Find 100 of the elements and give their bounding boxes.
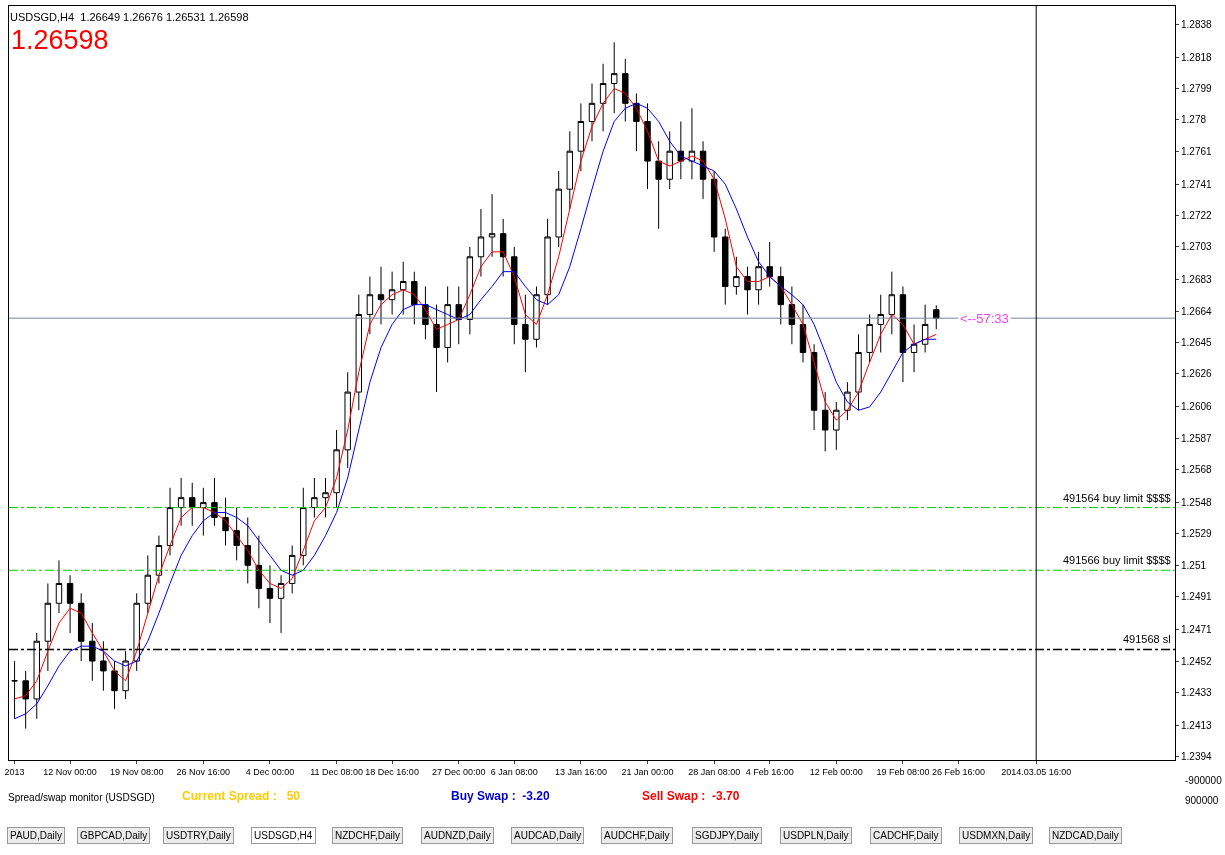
candlestick	[300, 487, 307, 566]
text: NZDCHF,Daily	[335, 830, 400, 841]
text: AUDCAD,Daily	[514, 830, 582, 841]
text: USDTRY,Daily	[166, 830, 231, 841]
y-tick-label: 1.2664	[1181, 305, 1213, 317]
candlestick	[66, 574, 74, 634]
y-tick-label: 1.2529	[1181, 528, 1213, 540]
candlestick	[233, 507, 240, 561]
candlestick	[277, 574, 285, 634]
candlestick	[666, 130, 673, 190]
text: Buy Swap : -3.20	[451, 789, 551, 803]
candlestick	[11, 660, 18, 720]
candlestick	[710, 170, 718, 253]
y-tick-label: 1.2799	[1181, 82, 1213, 94]
x-tick-label: 12 Nov 00:00	[43, 766, 97, 777]
candlestick	[444, 285, 451, 363]
y-tick-label: 1.2568	[1181, 464, 1213, 476]
candlestick	[222, 497, 229, 547]
candlestick	[377, 266, 385, 325]
candlestick	[488, 193, 496, 258]
ref-line-label: 491568 sl	[1123, 633, 1171, 645]
y-tick-label: 1.2626	[1181, 368, 1213, 380]
y-tick-label: 1.2471	[1181, 624, 1213, 636]
candlestick	[799, 304, 807, 363]
candlestick	[244, 516, 251, 584]
y-tick-label: 1.2683	[1181, 274, 1213, 286]
text: GBPCAD,Daily	[80, 830, 148, 841]
candlestick	[477, 208, 485, 278]
candlestick	[644, 102, 651, 190]
candlestick	[355, 294, 363, 411]
candlestick	[588, 83, 596, 142]
candlestick	[622, 58, 629, 122]
candlestick	[788, 285, 796, 345]
x-tick-label: 28 Jan 08:00	[688, 766, 741, 777]
candlestick	[400, 261, 407, 316]
candlestick	[522, 294, 529, 373]
x-tick-label: 27 Dec 00:00	[431, 766, 486, 777]
text: -900000	[1185, 775, 1223, 786]
candlestick	[921, 304, 929, 353]
ref-line-label: 491564 buy limit $$$$	[1063, 492, 1171, 504]
y-tick-label: 1.2413	[1181, 719, 1213, 731]
candlestick	[144, 554, 152, 614]
candlestick	[933, 304, 940, 330]
candlestick	[111, 660, 118, 710]
candlestick	[855, 333, 862, 411]
candlestick	[333, 429, 340, 509]
x-tick-label: 19 Nov 08:00	[109, 766, 164, 777]
chart-title: USDSGD,H4 1.26649 1.26676 1.26531 1.26598	[10, 10, 249, 23]
text: NZDCAD,Daily	[1052, 830, 1119, 841]
text: USDPLN,Daily	[783, 830, 849, 841]
candlestick	[411, 271, 418, 325]
candlestick	[699, 140, 707, 200]
y-tick-label: 1.251	[1181, 559, 1207, 571]
candlestick	[22, 670, 29, 730]
candlestick	[866, 314, 873, 363]
candlestick	[311, 477, 318, 518]
candlestick	[777, 266, 784, 325]
candlestick	[899, 285, 907, 383]
y-tick-label: 1.2394	[1181, 751, 1213, 763]
y-tick-label: 1.2491	[1181, 591, 1213, 603]
candlestick	[366, 276, 374, 335]
y-tick-label: 1.2838	[1181, 18, 1213, 30]
candlestick	[577, 102, 585, 172]
x-tick-label: 2014.03.05 16:00	[1001, 766, 1072, 777]
text: CADCHF,Daily	[873, 830, 939, 841]
x-tick-label: 4 Dec 00:00	[245, 766, 295, 777]
y-tick-label: 1.2761	[1181, 145, 1213, 157]
text: 900000	[1185, 795, 1219, 806]
x-tick-label: 2013	[4, 766, 25, 777]
candlestick	[810, 343, 818, 431]
candlestick	[566, 130, 574, 210]
candlestick	[322, 477, 329, 518]
x-tick-label: 26 Nov 16:00	[176, 766, 231, 777]
x-tick-label: 19 Feb 08:00	[876, 766, 930, 777]
candlestick	[166, 487, 174, 556]
candlestick	[877, 294, 884, 353]
candlestick	[544, 218, 551, 306]
text: Current Spread : 50	[182, 789, 301, 803]
y-tick-label: 1.2587	[1181, 432, 1213, 444]
candlestick	[888, 271, 896, 335]
y-tick-label: 1.2722	[1181, 210, 1213, 222]
x-tick-label: 4 Feb 16:00	[745, 766, 794, 777]
y-tick-label: 1.2433	[1181, 686, 1213, 698]
candlestick	[688, 107, 696, 180]
candlestick	[55, 559, 63, 614]
x-tick-label: 26 Feb 16:00	[931, 766, 985, 777]
y-tick-label: 1.2818	[1181, 51, 1213, 63]
y-tick-label: 1.2452	[1181, 655, 1213, 667]
candlestick	[833, 401, 840, 451]
text: PAUD,Daily	[10, 830, 63, 841]
candlestick	[744, 266, 751, 316]
candlestick	[189, 482, 196, 527]
text: 1.26598	[11, 25, 109, 55]
annotation: <--57:33	[960, 311, 1009, 326]
candlestick	[655, 140, 662, 230]
text: AUDNZD,Daily	[424, 830, 491, 841]
y-tick-label: 1.2645	[1181, 337, 1213, 349]
candlestick	[599, 63, 607, 132]
candlestick	[266, 564, 274, 624]
candlestick	[555, 170, 562, 248]
